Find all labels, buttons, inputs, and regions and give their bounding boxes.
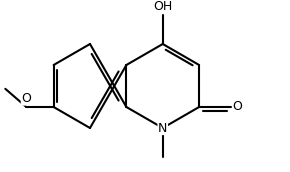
Text: O: O (21, 92, 31, 105)
Text: N: N (158, 121, 167, 135)
Text: O: O (233, 100, 242, 114)
Text: OH: OH (153, 0, 172, 13)
